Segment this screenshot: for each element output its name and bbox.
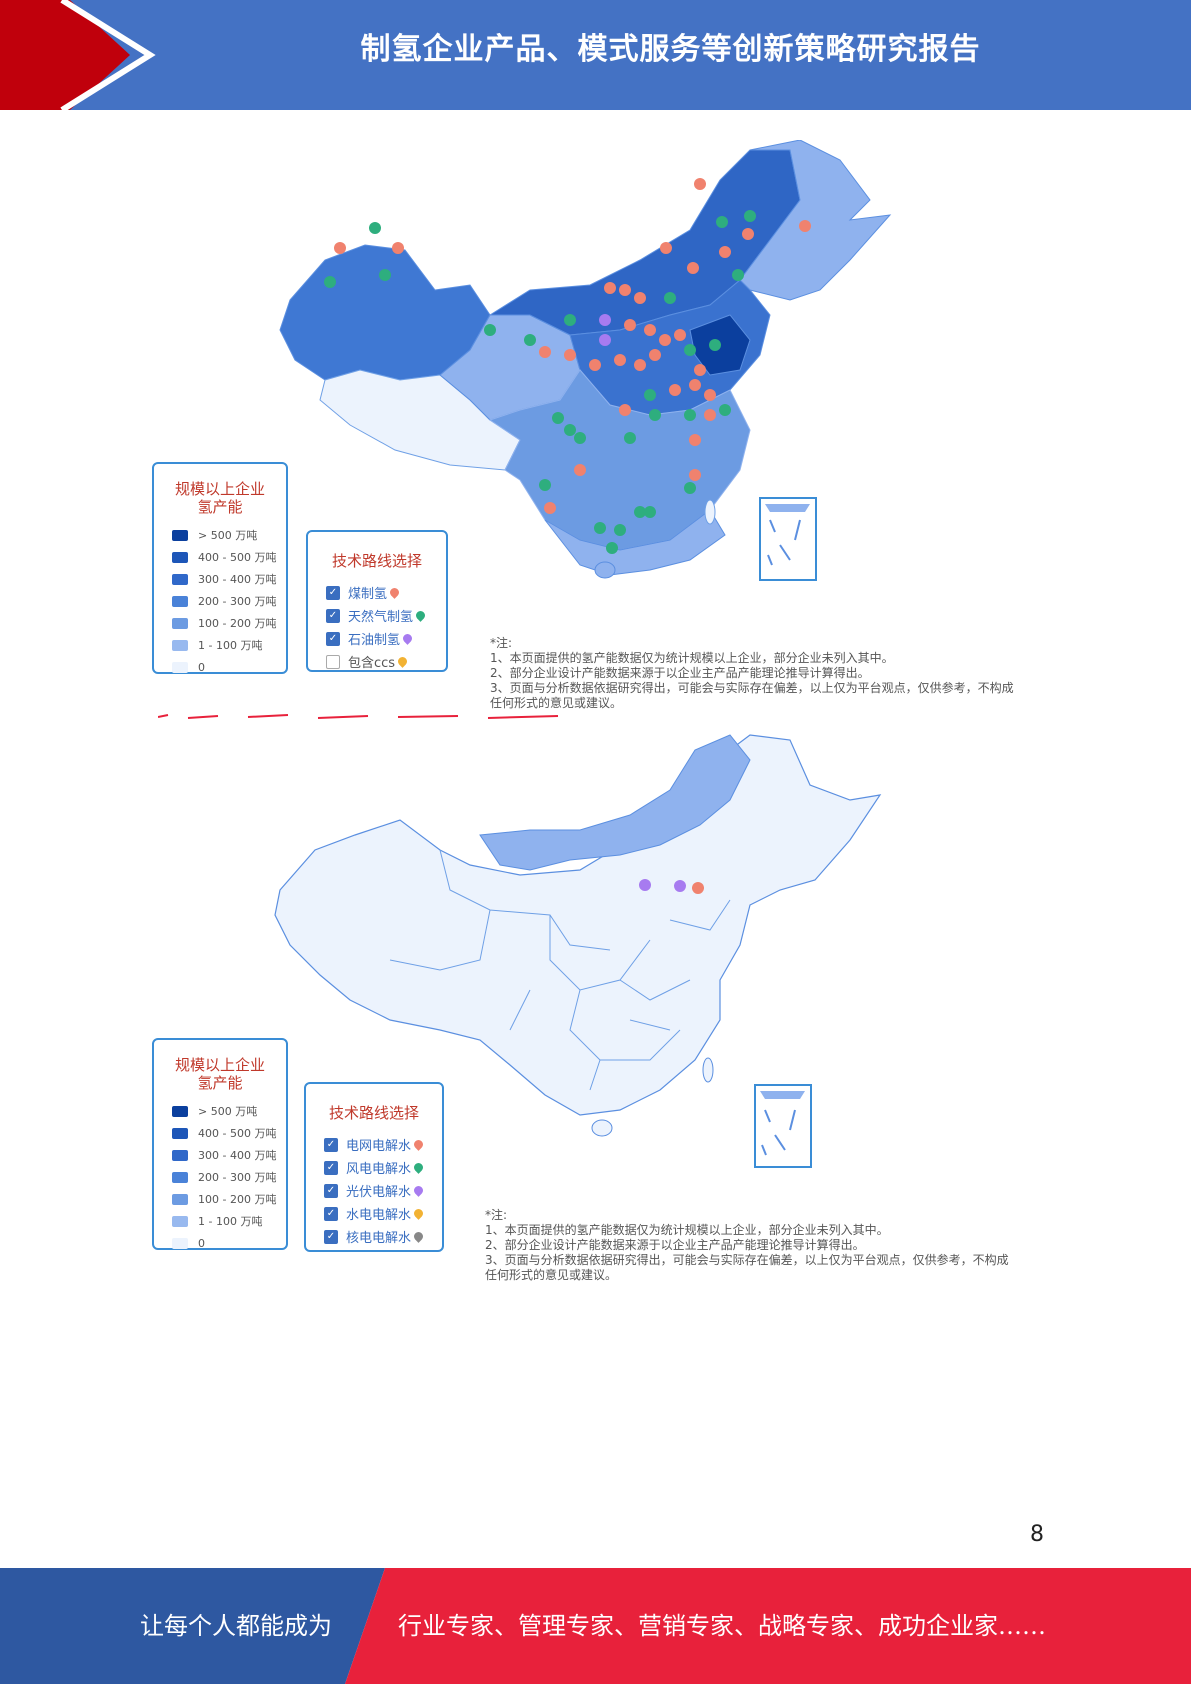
legend-row: 100 - 200 万吨 xyxy=(172,612,286,634)
legend-row: 200 - 300 万吨 xyxy=(172,590,286,612)
legend-title-2: 规模以上企业 氢产能 xyxy=(174,1056,265,1092)
legend-row: 0 xyxy=(172,1232,286,1254)
legend-row: 1 - 100 万吨 xyxy=(172,634,286,656)
legend-row: 300 - 400 万吨 xyxy=(172,1144,286,1166)
footer-slogan-right: 行业专家、管理专家、营销专家、战略专家、成功企业家…… xyxy=(398,1612,1046,1640)
checkbox-unchecked[interactable] xyxy=(326,654,340,669)
route-selector-1: 技术路线选择 ✓ 煤制氢 ✓ 天然气制氢 ✓ 石油制氢 包含ccs xyxy=(306,530,448,672)
pin-icon xyxy=(401,632,414,645)
route-option[interactable]: ✓ 天然气制氢 xyxy=(326,604,446,627)
route-selector-2: 技术路线选择 ✓ 电网电解水 ✓ 风电电解水 ✓ 光伏电解水 ✓ 水电电解水 ✓ 核电电解… xyxy=(304,1082,444,1252)
pin-icon xyxy=(412,1207,425,1220)
legend-row: 1 - 100 万吨 xyxy=(172,1210,286,1232)
route-option[interactable]: 包含ccs xyxy=(326,650,446,673)
checkbox-checked[interactable]: ✓ xyxy=(326,631,340,646)
map2-notes: *注: 1、本页面提供的氢产能数据仅为统计规模以上企业，部分企业未列入其中。 2、部… xyxy=(485,1208,1009,1282)
route-option[interactable]: ✓ 水电电解水 xyxy=(324,1202,442,1225)
pin-icon xyxy=(412,1230,425,1243)
checkbox-checked[interactable]: ✓ xyxy=(326,585,340,600)
map1-facility-pins xyxy=(324,178,811,554)
report-title: 制氢企业产品、模式服务等创新策略研究报告 xyxy=(360,32,981,67)
legend-row: > 500 万吨 xyxy=(172,1100,286,1122)
footer-slogan-left: 让每个人都能成为 xyxy=(140,1612,332,1640)
page-header: 制氢企业产品、模式服务等创新策略研究报告 xyxy=(0,0,1191,110)
china-map-1 xyxy=(279,140,892,581)
map-panel-1: 规模以上企业 氢产能 > 500 万吨 400 - 500 万吨 300 - 40… xyxy=(150,140,1050,710)
legend-row: > 500 万吨 xyxy=(172,524,286,546)
legend-row: 400 - 500 万吨 xyxy=(172,546,286,568)
legend-row: 0 xyxy=(172,656,286,678)
pin-icon xyxy=(412,1138,425,1151)
capacity-legend-1: 规模以上企业 氢产能 > 500 万吨 400 - 500 万吨 300 - 40… xyxy=(152,462,288,674)
checkbox-checked[interactable]: ✓ xyxy=(324,1183,338,1198)
capacity-legend-2: 规模以上企业 氢产能 > 500 万吨 400 - 500 万吨 300 - 40… xyxy=(152,1038,288,1250)
map-panel-2: 规模以上企业 氢产能 > 500 万吨 400 - 500 万吨 300 - 40… xyxy=(150,730,1040,1282)
pin-icon xyxy=(396,655,409,668)
map1-notes: *注: 1、本页面提供的氢产能数据仅为统计规模以上企业，部分企业未列入其中。 2、部… xyxy=(490,636,1014,710)
red-cropped-text-fragment xyxy=(158,714,559,719)
checkbox-checked[interactable]: ✓ xyxy=(324,1160,338,1175)
pin-icon xyxy=(414,609,427,622)
checkbox-checked[interactable]: ✓ xyxy=(326,608,340,623)
legend-row: 100 - 200 万吨 xyxy=(172,1188,286,1210)
legend-row: 200 - 300 万吨 xyxy=(172,1166,286,1188)
route-option[interactable]: ✓ 石油制氢 xyxy=(326,627,446,650)
route-title-1: 技术路线选择 xyxy=(331,552,422,570)
legend-row: 400 - 500 万吨 xyxy=(172,1122,286,1144)
pin-icon xyxy=(412,1161,425,1174)
checkbox-checked[interactable]: ✓ xyxy=(324,1137,338,1152)
route-option[interactable]: ✓ 光伏电解水 xyxy=(324,1179,442,1202)
header-chevron-decoration xyxy=(0,0,156,110)
china-map-2 xyxy=(274,734,882,1168)
legend-title-1: 规模以上企业 氢产能 xyxy=(174,480,265,516)
pin-icon xyxy=(388,586,401,599)
checkbox-checked[interactable]: ✓ xyxy=(324,1229,338,1244)
route-option[interactable]: ✓ 煤制氢 xyxy=(326,581,446,604)
route-option[interactable]: ✓ 核电电解水 xyxy=(324,1225,442,1248)
footer-background xyxy=(0,1568,1191,1684)
route-title-2: 技术路线选择 xyxy=(328,1104,419,1122)
checkbox-checked[interactable]: ✓ xyxy=(324,1206,338,1221)
page-number: 8 xyxy=(1030,1522,1044,1547)
page-footer: 让每个人都能成为 行业专家、管理专家、营销专家、战略专家、成功企业家…… xyxy=(0,1568,1191,1684)
route-option[interactable]: ✓ 电网电解水 xyxy=(324,1133,442,1156)
pin-icon xyxy=(412,1184,425,1197)
legend-row: 300 - 400 万吨 xyxy=(172,568,286,590)
route-option[interactable]: ✓ 风电电解水 xyxy=(324,1156,442,1179)
